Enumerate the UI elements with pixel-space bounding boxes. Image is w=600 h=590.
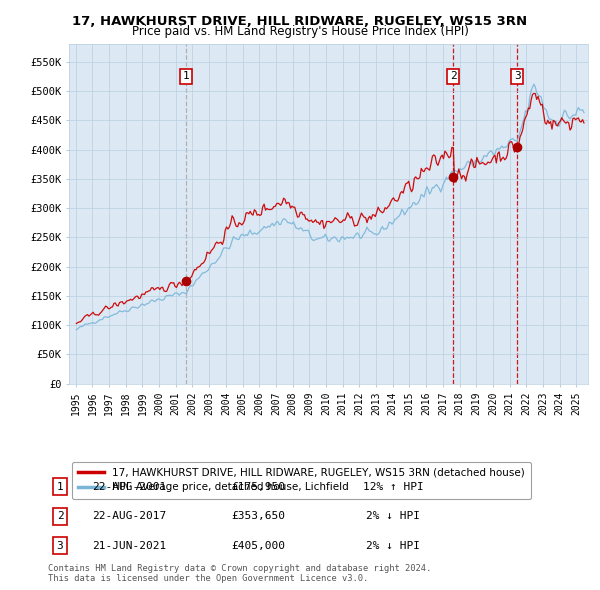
Text: £175,950: £175,950 <box>231 482 285 491</box>
Text: Price paid vs. HM Land Registry's House Price Index (HPI): Price paid vs. HM Land Registry's House … <box>131 25 469 38</box>
Legend: 17, HAWKHURST DRIVE, HILL RIDWARE, RUGELEY, WS15 3RN (detached house), HPI: Aver: 17, HAWKHURST DRIVE, HILL RIDWARE, RUGEL… <box>71 461 531 499</box>
Text: £405,000: £405,000 <box>231 541 285 550</box>
Text: 2: 2 <box>450 71 457 81</box>
Text: 3: 3 <box>514 71 521 81</box>
Text: 1: 1 <box>56 482 64 491</box>
Text: 12% ↑ HPI: 12% ↑ HPI <box>362 482 424 491</box>
Text: This data is licensed under the Open Government Licence v3.0.: This data is licensed under the Open Gov… <box>48 574 368 583</box>
Text: £353,650: £353,650 <box>231 512 285 521</box>
Text: 21-JUN-2021: 21-JUN-2021 <box>92 541 166 550</box>
Text: 17, HAWKHURST DRIVE, HILL RIDWARE, RUGELEY, WS15 3RN: 17, HAWKHURST DRIVE, HILL RIDWARE, RUGEL… <box>73 15 527 28</box>
Text: 1: 1 <box>183 71 190 81</box>
Text: 22-AUG-2001: 22-AUG-2001 <box>92 482 166 491</box>
Text: 2% ↓ HPI: 2% ↓ HPI <box>366 512 420 521</box>
Text: 3: 3 <box>56 541 64 550</box>
Text: 2: 2 <box>56 512 64 521</box>
Text: 2% ↓ HPI: 2% ↓ HPI <box>366 541 420 550</box>
Text: 22-AUG-2017: 22-AUG-2017 <box>92 512 166 521</box>
Text: Contains HM Land Registry data © Crown copyright and database right 2024.: Contains HM Land Registry data © Crown c… <box>48 563 431 572</box>
